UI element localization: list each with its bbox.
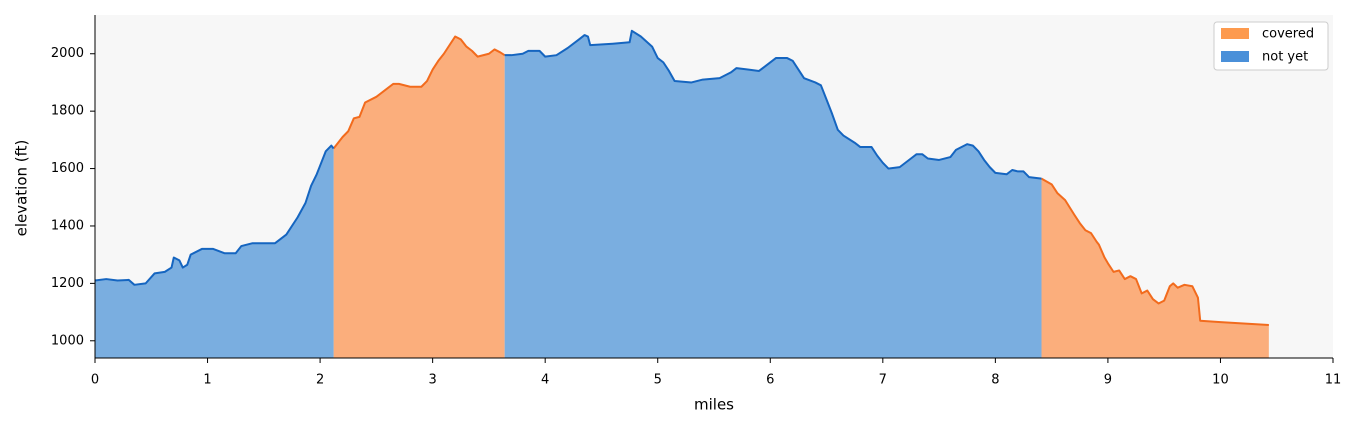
area-fill — [333, 36, 505, 358]
areas — [94, 29, 1269, 358]
y-tick-label: 1400 — [51, 218, 84, 233]
y-axis-label: elevation (ft) — [13, 140, 31, 237]
x-tick-label: 11 — [1325, 373, 1342, 388]
legend-label: not yet — [1262, 50, 1308, 65]
x-tick-label: 0 — [91, 373, 99, 388]
x-tick-label: 1 — [203, 373, 211, 388]
legend-swatch — [1221, 28, 1249, 39]
y-tick-label: 1200 — [51, 276, 84, 291]
x-tick-label: 5 — [654, 373, 662, 388]
y-tick-label: 1800 — [51, 104, 84, 119]
x-axis-label: miles — [694, 396, 734, 414]
x-tick-label: 3 — [428, 373, 436, 388]
x-tick-label: 10 — [1212, 373, 1229, 388]
area-fill — [1041, 178, 1269, 358]
area-fill — [95, 145, 334, 358]
elevation-line — [1041, 177, 1269, 326]
y-tick-label: 2000 — [51, 46, 84, 61]
y-tick-label: 1000 — [51, 333, 84, 348]
elevation-line — [94, 144, 335, 286]
y-tick-label: 1600 — [51, 161, 84, 176]
x-tick-label: 4 — [541, 373, 549, 388]
elevation-line — [332, 35, 506, 150]
legend-swatch — [1221, 51, 1249, 62]
x-tick-label: 2 — [316, 373, 324, 388]
area-fill — [504, 30, 1042, 358]
elevation-line — [504, 29, 1042, 180]
x-tick-label: 7 — [879, 373, 887, 388]
x-tick-label: 9 — [1104, 373, 1112, 388]
x-tick-label: 6 — [766, 373, 774, 388]
legend-label: covered — [1262, 27, 1314, 42]
x-tick-label: 8 — [991, 373, 999, 388]
